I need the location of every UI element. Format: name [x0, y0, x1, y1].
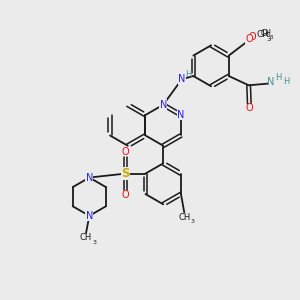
Text: CH: CH	[260, 28, 271, 38]
Text: N: N	[177, 110, 184, 120]
Text: N: N	[160, 100, 167, 110]
Text: N: N	[267, 76, 274, 87]
Text: CH: CH	[257, 30, 270, 39]
Text: H: H	[186, 70, 192, 79]
Text: O: O	[122, 190, 130, 200]
Text: O: O	[248, 32, 256, 42]
Text: CH: CH	[80, 233, 92, 242]
Text: O: O	[245, 103, 253, 113]
Text: O: O	[122, 147, 130, 157]
Text: 3: 3	[267, 36, 271, 42]
Text: O: O	[245, 34, 253, 44]
Text: 3: 3	[191, 219, 195, 224]
Text: H: H	[275, 73, 282, 82]
Text: N: N	[85, 211, 93, 221]
Text: S: S	[122, 167, 130, 180]
Text: N: N	[85, 172, 93, 182]
Text: O: O	[248, 33, 255, 43]
Text: H: H	[283, 77, 289, 86]
Text: N: N	[178, 74, 185, 84]
Text: 3: 3	[269, 34, 273, 40]
Text: CH: CH	[178, 213, 190, 222]
Text: 3: 3	[93, 240, 97, 245]
Text: methoxy: methoxy	[262, 34, 268, 35]
